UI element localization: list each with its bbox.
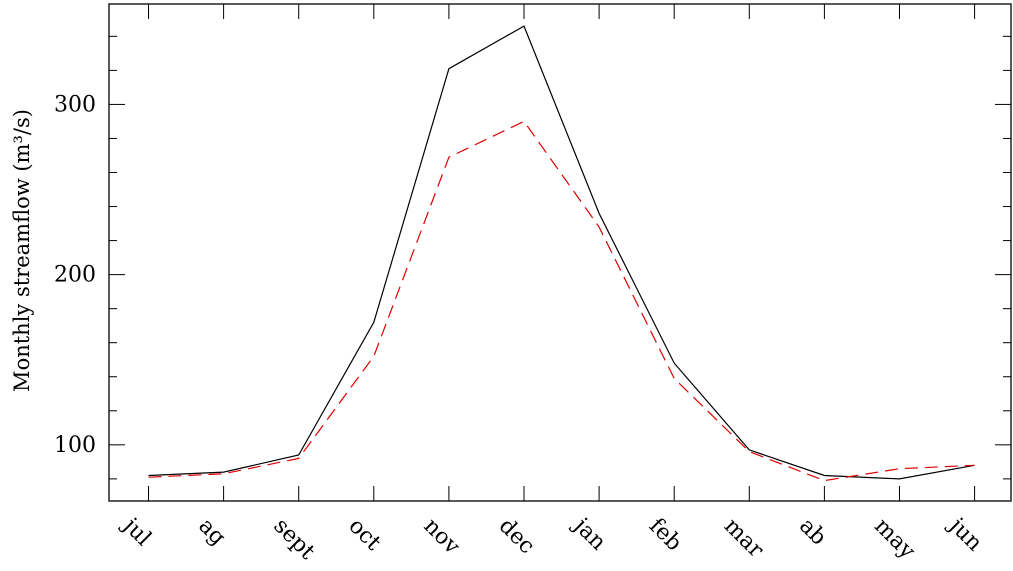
y-tick-labels: 100 200 300 bbox=[54, 92, 96, 457]
x-tick-label: ag bbox=[193, 514, 230, 551]
x-tick-label: mar bbox=[719, 514, 768, 563]
series-line-2 bbox=[148, 120, 975, 482]
x-tick-label: dec bbox=[494, 514, 540, 560]
plot-frame bbox=[108, 3, 1012, 502]
x-tick-label: jun bbox=[942, 511, 987, 556]
axis-ticks bbox=[109, 4, 1011, 501]
x-tick-label: jul bbox=[116, 511, 156, 551]
x-tick-label: nov bbox=[419, 514, 465, 560]
x-tick-label: may bbox=[869, 514, 920, 565]
x-tick-label: sept bbox=[268, 514, 319, 565]
x-tick-label: oct bbox=[344, 514, 386, 556]
x-tick-label: feb bbox=[644, 514, 687, 557]
y-tick-label: 200 bbox=[54, 263, 96, 288]
x-tick-labels: jul ag sept oct nov dec jan feb mar ab may jun bbox=[116, 511, 987, 564]
y-tick-label: 100 bbox=[54, 433, 96, 458]
y-axis-label: Monthly streamflow (m³/s) bbox=[10, 109, 34, 392]
y-tick-label: 300 bbox=[54, 92, 96, 117]
series-line-1 bbox=[148, 25, 975, 480]
x-tick-label: ab bbox=[794, 514, 831, 551]
x-tick-label: jan bbox=[567, 511, 611, 555]
series-lines bbox=[148, 25, 975, 482]
